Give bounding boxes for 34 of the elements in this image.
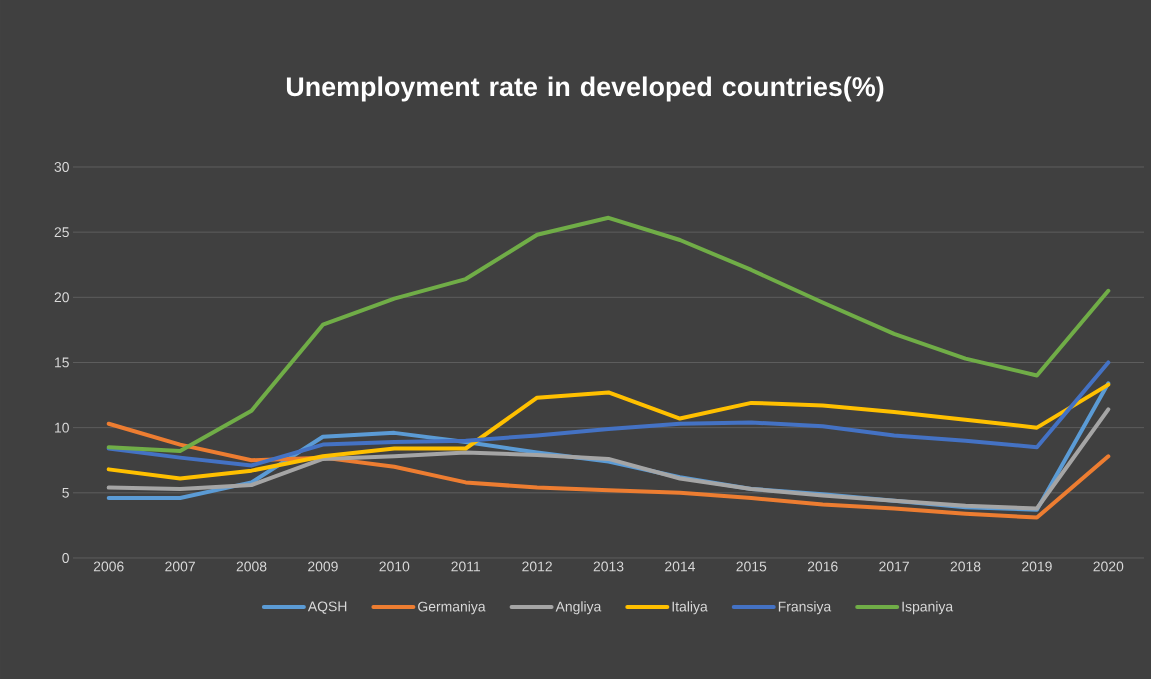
- y-tick-label: 25: [54, 227, 69, 238]
- legend-label: Italiya: [672, 601, 708, 615]
- line-series: [106, 382, 1111, 481]
- x-tick-label: 2013: [593, 561, 624, 572]
- y-tick-label: 0: [62, 553, 69, 563]
- x-tick-label: 2012: [522, 561, 552, 572]
- x-tick-label: 2010: [379, 561, 410, 572]
- x-tick-label: 2016: [807, 561, 838, 572]
- y-tick-label: 30: [54, 162, 69, 172]
- x-tick-label: 2020: [1093, 561, 1124, 572]
- y-tick-label: 10: [55, 422, 69, 433]
- x-tick-label: 2014: [665, 561, 695, 572]
- x-tick-label: 2018: [950, 561, 981, 572]
- y-tick-label: 5: [62, 487, 69, 498]
- y-tick-label: 20: [54, 292, 69, 303]
- legend-label: Ispaniya: [902, 601, 954, 615]
- x-tick-label: 2007: [165, 561, 195, 572]
- legend-label: Fransiya: [778, 601, 832, 615]
- x-tick-label: 2011: [451, 561, 481, 572]
- chart-title: Unemployment rate in developed countries(%): [286, 76, 884, 102]
- x-tick-label: 2008: [236, 561, 267, 572]
- x-tick-label: 2015: [736, 561, 767, 572]
- y-tick-label: 15: [55, 357, 69, 368]
- line-series: [106, 360, 1111, 468]
- line-series: [106, 215, 1111, 454]
- line-series: [106, 421, 1111, 520]
- legend-label: Germaniya: [418, 601, 486, 615]
- x-tick-label: 2006: [93, 561, 124, 572]
- legend-label: AQSH: [307, 601, 347, 614]
- x-tick-label: 2017: [879, 561, 909, 572]
- x-tick-label: 2019: [1022, 561, 1052, 572]
- x-tick-label: 2009: [308, 561, 338, 572]
- legend-label: Angliya: [555, 601, 602, 615]
- line-series: [106, 407, 1111, 511]
